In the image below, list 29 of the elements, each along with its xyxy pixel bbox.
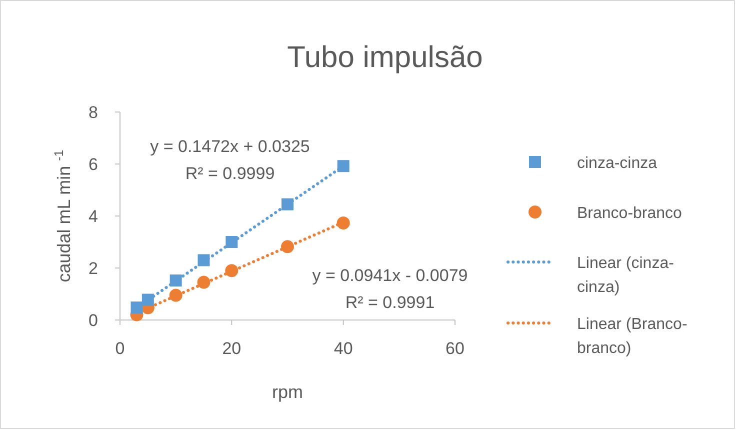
point xyxy=(281,240,294,254)
x-tick-label: 40 xyxy=(334,339,353,358)
point xyxy=(197,276,210,289)
point xyxy=(169,288,182,302)
legend-label: Branco-branco xyxy=(577,205,682,222)
point xyxy=(226,236,238,248)
x-tick-label: 0 xyxy=(115,339,125,358)
x-tick-label: 20 xyxy=(222,339,242,358)
point xyxy=(225,264,238,278)
y-tick-label: 8 xyxy=(88,103,98,122)
point xyxy=(282,198,294,210)
x-axis-title: rpm xyxy=(272,382,303,402)
annotation: y = 0.0941x - 0.0079 R² = 0.9991 xyxy=(312,266,468,312)
point xyxy=(170,274,182,286)
point xyxy=(198,254,210,266)
y-tick-label: 0 xyxy=(88,311,98,330)
chart-title: Tubo impulsão xyxy=(287,41,483,74)
legend-label: Linear (cinza-cinza) xyxy=(577,255,674,296)
x-tick-label: 60 xyxy=(446,339,464,358)
y-tick-label: 2 xyxy=(88,259,98,278)
point xyxy=(142,294,154,306)
point xyxy=(130,302,143,314)
legend-label: Linear (Branco-branco) xyxy=(577,316,688,357)
y-tick-label: 6 xyxy=(88,155,98,174)
annotation: y = 0.1472x + 0.0325 R² = 0.9999 xyxy=(150,137,310,183)
point xyxy=(336,216,350,230)
point xyxy=(337,160,350,172)
legend-label: cinza-cinza xyxy=(577,155,658,172)
y-tick-label: 4 xyxy=(88,207,98,226)
